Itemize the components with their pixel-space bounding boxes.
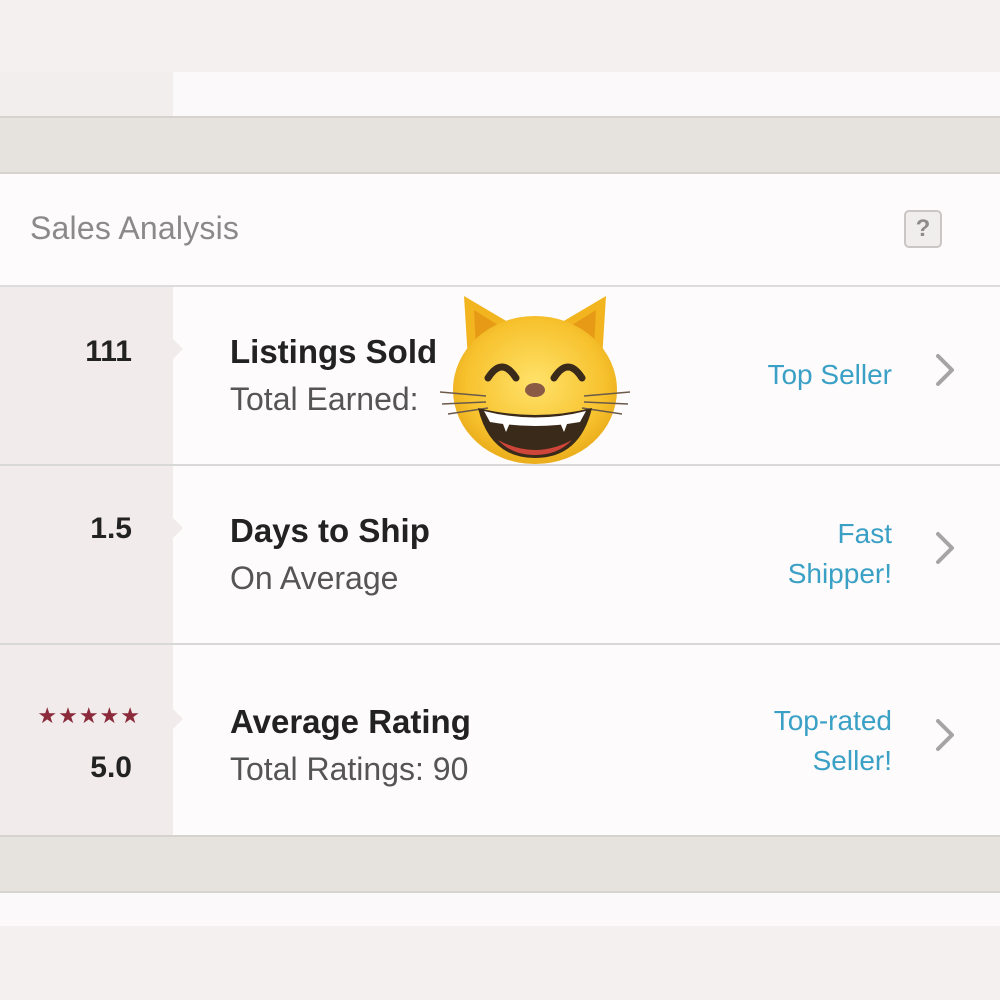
- fast-shipper-badge: Fast Shipper!: [788, 514, 892, 594]
- badge-line: Top Seller: [767, 359, 892, 390]
- stat-panel: 1.5: [0, 466, 173, 643]
- chevron-right-icon[interactable]: [930, 350, 960, 390]
- help-button[interactable]: ?: [904, 210, 942, 248]
- chevron-right-icon[interactable]: [930, 715, 960, 755]
- badge-line: Seller!: [812, 745, 892, 776]
- bottom-strip: [0, 893, 1000, 926]
- listings-sold-count: 111: [85, 335, 132, 368]
- badge-line: Fast: [837, 518, 892, 549]
- stat-panel-notch: [173, 709, 183, 729]
- row-subtitle: Total Earned:: [230, 381, 419, 417]
- top-background: [0, 0, 1000, 72]
- top-strip: [0, 72, 1000, 116]
- chevron-right-icon[interactable]: [930, 528, 960, 568]
- badge-line: Shipper!: [787, 558, 892, 589]
- badge-line: Top-rated: [773, 705, 892, 736]
- grinning-cat-emoji-icon: [440, 296, 630, 464]
- days-to-ship-row[interactable]: 1.5 Days to Ship On Average Fast Shipper…: [0, 466, 1000, 645]
- row-title: Listings Sold: [230, 333, 438, 370]
- row-title: Average Rating: [230, 703, 471, 740]
- page-title: Sales Analysis: [30, 210, 240, 246]
- row-title: Days to Ship: [230, 512, 430, 549]
- top-seller-badge: Top Seller: [767, 355, 892, 395]
- stat-panel: 111: [0, 287, 173, 464]
- sales-analysis-header: Sales Analysis ?: [0, 174, 1000, 287]
- listings-sold-row[interactable]: 111 Listings Sold Total Earned: Top Sell…: [0, 287, 1000, 466]
- days-to-ship-value: 1.5: [90, 512, 132, 545]
- star-rating-icon: ★★★★★: [37, 703, 141, 728]
- stat-panel: ★★★★★ 5.0: [0, 645, 173, 835]
- top-strip-left-panel: [0, 72, 173, 116]
- section-divider-top: [0, 116, 1000, 174]
- row-subtitle: On Average: [230, 560, 399, 596]
- average-rating-value: 5.0: [90, 751, 132, 784]
- bottom-background: [0, 926, 1000, 1000]
- row-subtitle: Total Ratings: 90: [230, 751, 469, 787]
- average-rating-row[interactable]: ★★★★★ 5.0 Average Rating Total Ratings: …: [0, 645, 1000, 835]
- stat-panel-notch: [173, 339, 183, 359]
- top-rated-seller-badge: Top-rated Seller!: [774, 701, 892, 781]
- stat-panel-notch: [173, 518, 183, 538]
- section-divider-bottom: [0, 835, 1000, 893]
